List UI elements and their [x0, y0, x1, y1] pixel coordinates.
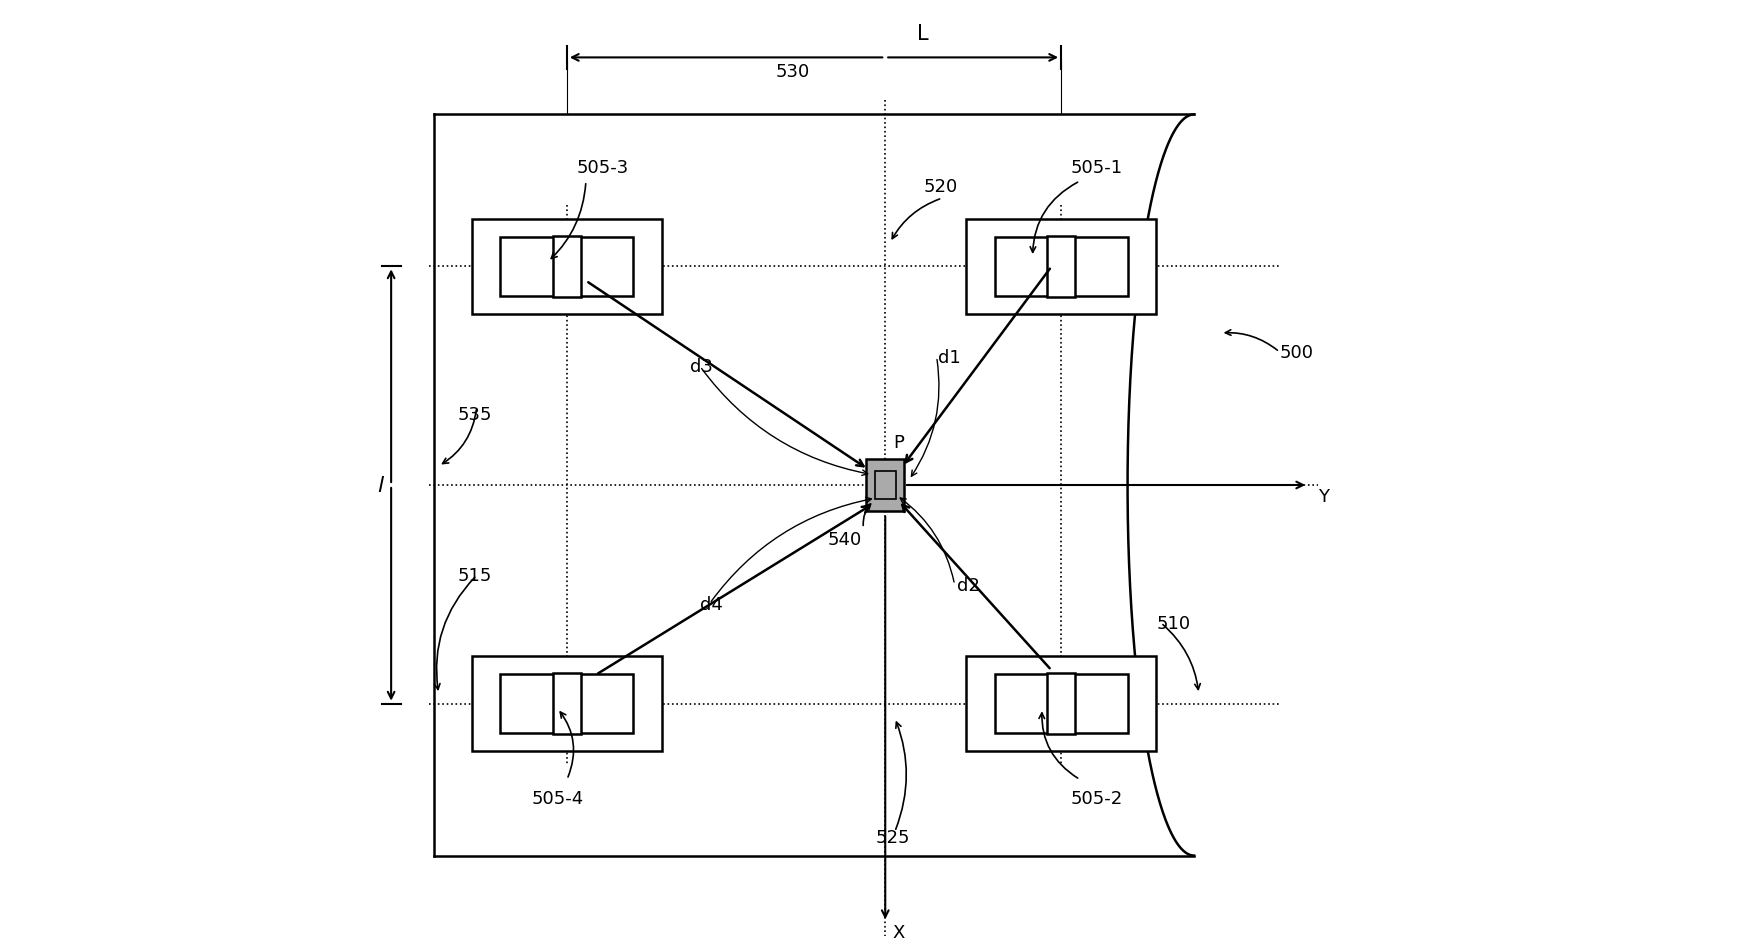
Text: 505-2: 505-2 [1071, 789, 1124, 807]
Text: L: L [918, 24, 928, 44]
Text: 500: 500 [1280, 344, 1313, 362]
Text: 505-4: 505-4 [531, 789, 584, 807]
Bar [500, 238, 634, 296]
Bar [1047, 236, 1075, 298]
Bar [967, 656, 1157, 751]
Text: 520: 520 [923, 178, 958, 196]
Bar [1047, 673, 1075, 735]
Text: 515: 515 [458, 566, 491, 585]
Bar [967, 220, 1157, 314]
Bar [500, 675, 634, 733]
Text: 505-1: 505-1 [1071, 159, 1122, 177]
Text: 505-3: 505-3 [577, 159, 629, 177]
Bar [552, 236, 582, 298]
Bar [866, 460, 904, 511]
Text: Y: Y [1317, 487, 1329, 506]
Text: d2: d2 [956, 576, 979, 594]
Bar [995, 238, 1127, 296]
Text: 510: 510 [1157, 614, 1190, 632]
Text: d1: d1 [937, 348, 960, 367]
Text: X: X [894, 922, 906, 941]
Text: 540: 540 [827, 530, 862, 548]
Text: P: P [894, 434, 904, 452]
Bar [552, 673, 582, 735]
Text: d3: d3 [690, 358, 712, 376]
Text: 525: 525 [876, 827, 911, 845]
Text: l: l [378, 475, 383, 495]
Text: d4: d4 [700, 595, 723, 613]
Bar [995, 675, 1127, 733]
Bar [472, 220, 662, 314]
Bar [874, 471, 895, 500]
Bar [472, 656, 662, 751]
Text: 530: 530 [775, 63, 810, 81]
Text: 535: 535 [458, 406, 493, 424]
